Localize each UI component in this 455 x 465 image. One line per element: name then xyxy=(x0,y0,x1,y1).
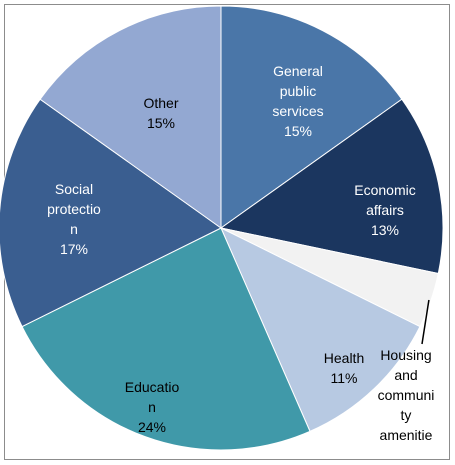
slice-percent-3: 11% xyxy=(331,370,358,386)
slice-percent-0: 15% xyxy=(284,123,312,139)
pie-slice-3 xyxy=(219,226,421,433)
slice-label-2-line-3: ty xyxy=(401,407,412,423)
slice-label-1-line-0: Economic xyxy=(354,182,415,198)
slice-label-2-line-2: communi xyxy=(378,387,435,403)
pie-slice-1 xyxy=(219,98,444,275)
slice-label-2-line-4: amenitie xyxy=(380,427,433,443)
slice-label-2-line-0: Housing xyxy=(380,347,431,363)
slice-label-4-line-1: n xyxy=(148,399,156,415)
slice-label-5-line-2: n xyxy=(70,221,78,237)
slice-label-2-line-1: and xyxy=(394,367,417,383)
slice-label-6-line-0: Other xyxy=(143,95,178,111)
slice-percent-4: 24% xyxy=(138,419,166,435)
slice-label-3-line-0: Health xyxy=(324,350,364,366)
slice-label-0-line-1: public xyxy=(280,83,317,99)
pie-slice-0 xyxy=(220,5,403,229)
slice-percent-6: 15% xyxy=(147,115,175,131)
slice-label-0-line-0: General xyxy=(273,63,323,79)
slice-label-0-line-2: services xyxy=(272,103,323,119)
slice-label-4-line-0: Educatio xyxy=(125,379,180,395)
pie-slice-4 xyxy=(21,227,311,451)
leader-line xyxy=(421,299,430,345)
pie-slice-6 xyxy=(39,5,222,229)
pie-slice-5 xyxy=(0,98,222,328)
slice-label-5-line-1: protectio xyxy=(47,201,101,217)
slice-percent-1: 13% xyxy=(371,222,399,238)
slice-label-5-line-0: Social xyxy=(55,181,93,197)
slice-percent-5: 17% xyxy=(60,241,88,257)
slice-label-1-line-1: affairs xyxy=(366,202,404,218)
